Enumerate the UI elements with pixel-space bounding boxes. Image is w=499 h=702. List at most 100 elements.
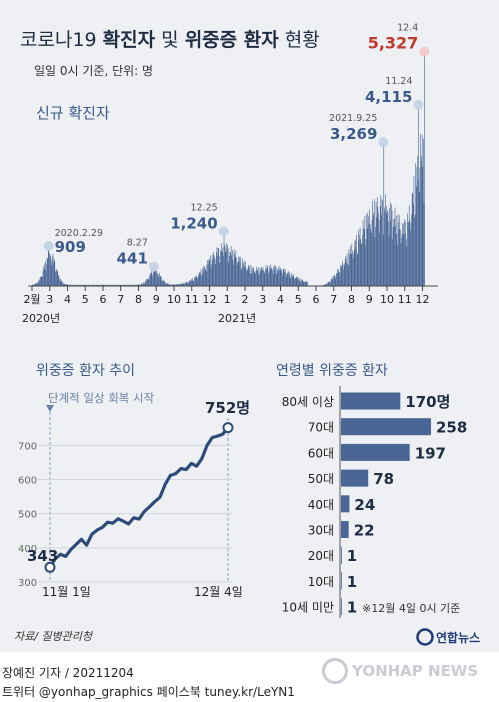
- age-bar: [341, 598, 342, 616]
- daily-cases-bar: [89, 284, 91, 286]
- trend-end-value: 752명: [205, 399, 250, 417]
- daily-cases-bar: [227, 244, 228, 286]
- daily-cases-bar: [120, 284, 122, 286]
- daily-cases-bar: [277, 269, 279, 286]
- daily-cases-bar: [36, 283, 37, 286]
- age-title: 연령별 위중증 환자: [276, 363, 388, 379]
- daily-cases-bar: [418, 192, 420, 286]
- daily-cases-bar: [221, 243, 222, 286]
- daily-cases-bar: [362, 220, 364, 286]
- daily-cases-bar: [145, 280, 146, 286]
- daily-cases-bar: [327, 283, 328, 286]
- daily-cases-bar: [382, 234, 384, 286]
- daily-cases-bar: [146, 279, 147, 286]
- daily-cases-bar: [160, 275, 162, 286]
- daily-cases-bar: [181, 283, 182, 286]
- daily-cases-bar: [46, 264, 47, 286]
- daily-cases-bar: [245, 267, 247, 286]
- age-category-label: 60대: [308, 446, 334, 460]
- daily-cases-bar: [415, 163, 417, 286]
- byline: 장예진 기자 / 20211204: [2, 666, 134, 680]
- daily-cases-bar: [236, 264, 238, 286]
- daily-cases-bar: [372, 215, 374, 286]
- daily-cases-bar: [93, 284, 95, 286]
- daily-cases-bar: [380, 195, 382, 286]
- peak-date-label: 8.27: [127, 238, 148, 249]
- daily-cases-bar: [350, 246, 351, 286]
- daily-cases-bar: [168, 283, 170, 286]
- trend-y-tick: 400: [18, 544, 37, 555]
- daily-cases-bar: [192, 280, 194, 286]
- daily-cases-bar: [378, 219, 380, 286]
- daily-cases-bar: [376, 197, 378, 286]
- daily-cases-bar: [218, 262, 220, 286]
- age-value-label: 258: [436, 419, 467, 437]
- daily-cases-bar: [295, 278, 296, 286]
- daily-cases-bar: [75, 284, 77, 286]
- daily-cases-bar: [347, 263, 348, 286]
- daily-cases-bar: [113, 284, 115, 286]
- daily-cases-bar: [374, 236, 376, 286]
- new-cases-bars: [32, 51, 425, 286]
- peak-date-label: 2021.9.25: [329, 113, 377, 124]
- daily-cases-bar: [85, 284, 87, 286]
- age-bar: [341, 546, 342, 564]
- daily-cases-bar: [247, 264, 249, 286]
- daily-cases-bar: [176, 284, 178, 286]
- daily-cases-bar: [394, 218, 395, 286]
- daily-cases-bar: [61, 281, 63, 286]
- daily-cases-bar: [202, 270, 204, 286]
- daily-cases-bar: [237, 262, 238, 286]
- daily-cases-bar: [224, 244, 225, 286]
- age-bar: [341, 469, 369, 487]
- daily-cases-bar: [32, 284, 33, 286]
- daily-cases-bar: [156, 273, 158, 286]
- daily-cases-bar: [220, 250, 221, 286]
- daily-cases-bar: [78, 284, 80, 286]
- daily-cases-bar: [151, 270, 153, 286]
- daily-cases-bar: [246, 271, 247, 286]
- age-bar: [341, 443, 410, 461]
- daily-cases-bar: [32, 284, 34, 286]
- peak-date-label: 2020.2.29: [55, 228, 103, 239]
- daily-cases-bar: [175, 284, 177, 286]
- age-value-label: 197: [415, 444, 446, 462]
- peak-marker: [148, 261, 159, 272]
- daily-cases-bar: [276, 274, 277, 286]
- daily-cases-bar: [226, 250, 228, 286]
- x-tick-label: 3: [259, 293, 266, 306]
- daily-cases-bar: [336, 273, 338, 286]
- age-category-label: 80세 이상: [282, 395, 334, 409]
- daily-cases-bar: [362, 235, 363, 286]
- daily-cases-bar: [269, 269, 271, 286]
- daily-cases-bar: [369, 224, 371, 286]
- daily-cases-bar: [34, 284, 35, 286]
- daily-cases-bar: [281, 269, 282, 286]
- daily-cases-bar: [45, 260, 46, 286]
- age-category-label: 10세 미만: [282, 601, 334, 615]
- daily-cases-bar: [185, 282, 186, 286]
- daily-cases-bar: [287, 272, 289, 286]
- daily-cases-bar: [196, 277, 198, 286]
- daily-cases-bar: [162, 279, 164, 286]
- age-category-label: 40대: [308, 498, 334, 512]
- daily-cases-bar: [368, 216, 369, 286]
- daily-cases-bar: [139, 284, 140, 286]
- daily-cases-bar: [304, 282, 305, 286]
- daily-cases-bar: [169, 284, 170, 286]
- daily-cases-bar: [297, 278, 298, 286]
- daily-cases-bar: [271, 267, 272, 286]
- daily-cases-bar: [184, 284, 185, 286]
- yonhap-logo: 연합뉴스: [416, 628, 480, 646]
- daily-cases-bar: [300, 278, 302, 286]
- daily-cases-bar: [205, 271, 207, 286]
- daily-cases-bar: [221, 252, 223, 286]
- daily-cases-bar: [386, 205, 388, 286]
- daily-cases-bar: [273, 265, 275, 286]
- daily-cases-bar: [107, 284, 109, 286]
- age-category-label: 10대: [308, 575, 334, 589]
- daily-cases-bar: [363, 228, 364, 286]
- daily-cases-bar: [420, 133, 421, 286]
- daily-cases-bar: [72, 284, 73, 286]
- daily-cases-bar: [358, 240, 360, 286]
